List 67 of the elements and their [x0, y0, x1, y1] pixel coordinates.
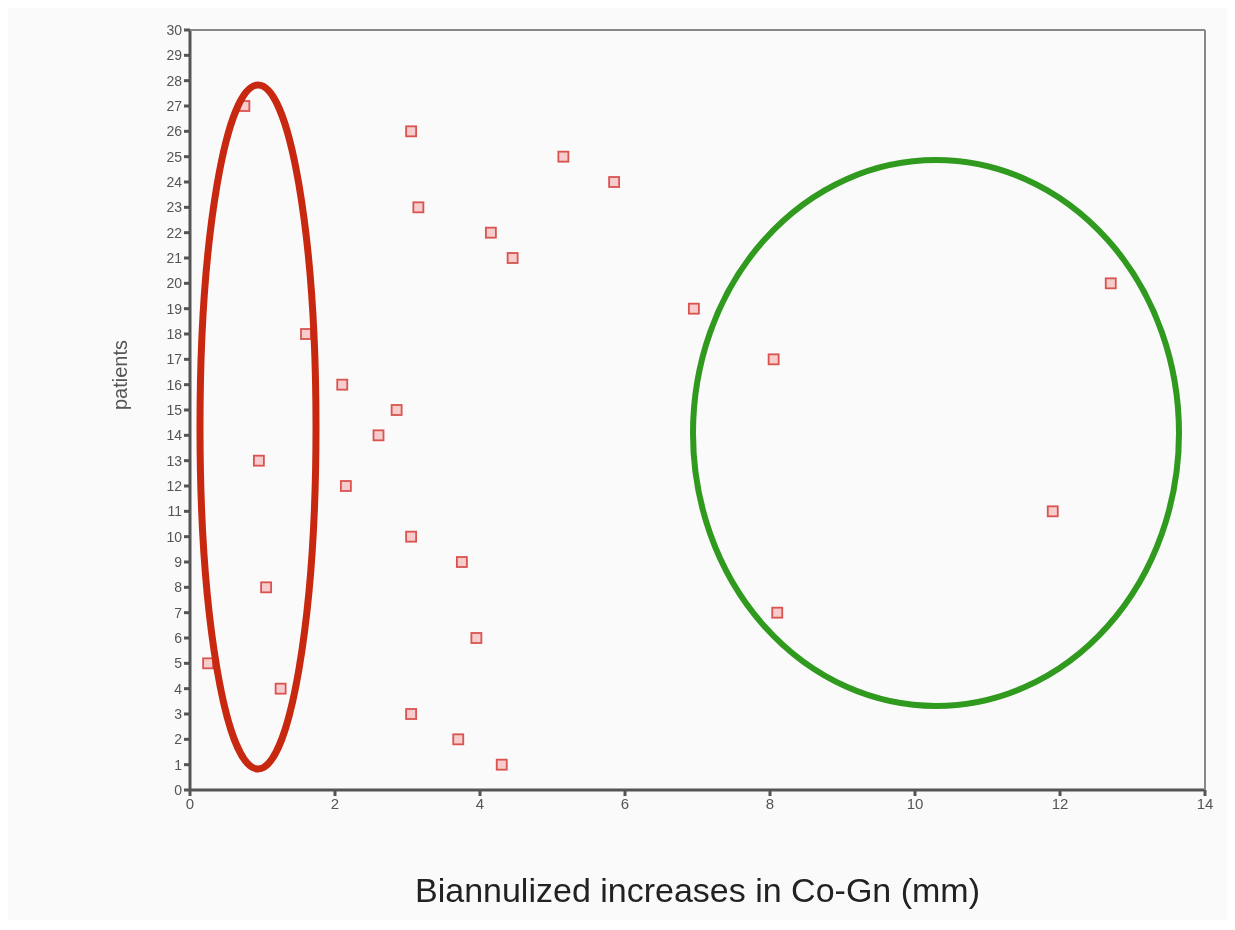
y-tick-label: 13	[166, 452, 183, 469]
point	[336, 378, 349, 391]
point	[1046, 505, 1059, 518]
x-tick-label: 10	[906, 794, 924, 812]
x-tick-label: 6	[620, 794, 630, 812]
point	[405, 125, 418, 138]
point	[1104, 277, 1117, 290]
point	[506, 252, 519, 264]
y-tick-label: 14	[166, 427, 183, 444]
y-tick-label: 9	[174, 553, 183, 570]
y-axis-title: patients	[109, 339, 132, 410]
x-tick-label: 8	[765, 794, 775, 812]
point	[687, 302, 700, 315]
y-tick-label: 11	[167, 503, 183, 520]
y-tick-label: 18	[166, 325, 183, 342]
y-tick-label: 19	[166, 300, 183, 317]
y-tick-label: 1	[174, 756, 183, 773]
y-tick-label: 6	[174, 629, 183, 646]
point	[412, 201, 425, 214]
y-tick-label: 28	[166, 72, 183, 89]
y-tick-label: 16	[166, 376, 183, 393]
y-tick-label: 0	[174, 781, 183, 798]
x-tick-label: 2	[330, 794, 340, 812]
point	[767, 353, 780, 366]
y-tick-label: 21	[166, 249, 183, 266]
point	[771, 606, 784, 619]
y-tick-label: 7	[174, 604, 183, 621]
point	[608, 176, 621, 188]
point	[557, 150, 570, 163]
point	[470, 632, 483, 644]
point	[339, 480, 352, 492]
y-tick-label: 12	[166, 477, 183, 494]
point	[300, 328, 312, 340]
x-axis-title: Biannulized increases in Co-Gn (mm)	[415, 871, 980, 909]
point	[452, 733, 465, 746]
point	[260, 581, 273, 594]
y-tick-label: 30	[166, 21, 183, 38]
y-tick-label: 22	[166, 224, 183, 241]
y-tick-label: 24	[166, 173, 183, 190]
x-tick-label: 0	[185, 794, 195, 812]
y-tick-label: 3	[174, 705, 183, 722]
point	[372, 429, 385, 442]
point	[390, 404, 403, 416]
y-tick-label: 25	[166, 148, 183, 165]
point	[202, 657, 215, 670]
y-tick-label: 20	[166, 275, 183, 292]
y-tick-label: 26	[166, 123, 183, 140]
point	[252, 454, 265, 467]
y-tick-label: 5	[174, 655, 183, 672]
y-tick-label: 4	[174, 680, 183, 697]
y-tick-label: 27	[166, 97, 183, 114]
x-tick-label: 4	[475, 794, 485, 812]
y-tick-label: 17	[166, 351, 183, 368]
x-tick-label: 14	[1196, 794, 1214, 812]
point	[405, 708, 418, 720]
point	[274, 682, 287, 695]
point	[484, 226, 497, 239]
point	[405, 530, 418, 543]
y-tick-label: 8	[174, 579, 183, 596]
point	[495, 758, 508, 771]
x-tick-label: 12	[1051, 794, 1069, 812]
y-tick-label: 29	[166, 47, 183, 64]
point	[455, 556, 468, 568]
y-tick-label: 23	[166, 199, 183, 216]
y-tick-label: 10	[166, 528, 183, 545]
y-tick-label: 2	[174, 731, 183, 748]
y-tick-label: 15	[166, 401, 183, 418]
